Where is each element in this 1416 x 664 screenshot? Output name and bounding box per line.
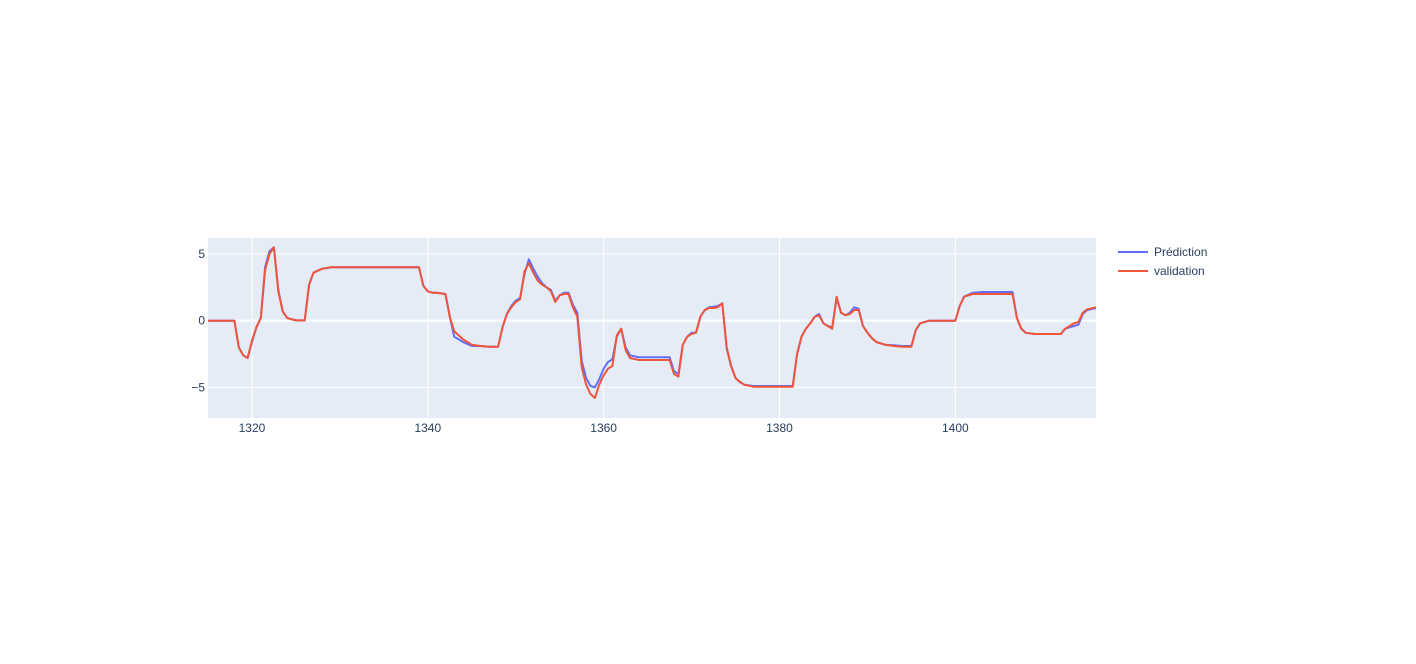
series-line-validation[interactable] bbox=[208, 246, 1097, 399]
legend: Prédiction validation bbox=[1118, 245, 1207, 278]
y-tick-label: 5 bbox=[198, 247, 205, 261]
y-tick-label: −5 bbox=[191, 380, 205, 394]
x-tick-label: 1360 bbox=[590, 421, 617, 435]
legend-item-validation[interactable]: validation bbox=[1118, 264, 1205, 278]
plot-area[interactable] bbox=[208, 238, 1096, 418]
y-axis-ticks: 5 0 −5 bbox=[191, 247, 205, 394]
series-lines bbox=[208, 246, 1097, 399]
x-tick-label: 1320 bbox=[239, 421, 266, 435]
legend-label: Prédiction bbox=[1154, 245, 1207, 259]
legend-label: validation bbox=[1154, 264, 1205, 278]
x-tick-label: 1400 bbox=[942, 421, 969, 435]
x-axis-ticks: 1320 1340 1360 1380 1400 bbox=[239, 421, 969, 435]
legend-item-prediction[interactable]: Prédiction bbox=[1118, 245, 1207, 259]
y-tick-label: 0 bbox=[198, 314, 205, 328]
x-tick-label: 1380 bbox=[766, 421, 793, 435]
x-tick-label: 1340 bbox=[414, 421, 441, 435]
